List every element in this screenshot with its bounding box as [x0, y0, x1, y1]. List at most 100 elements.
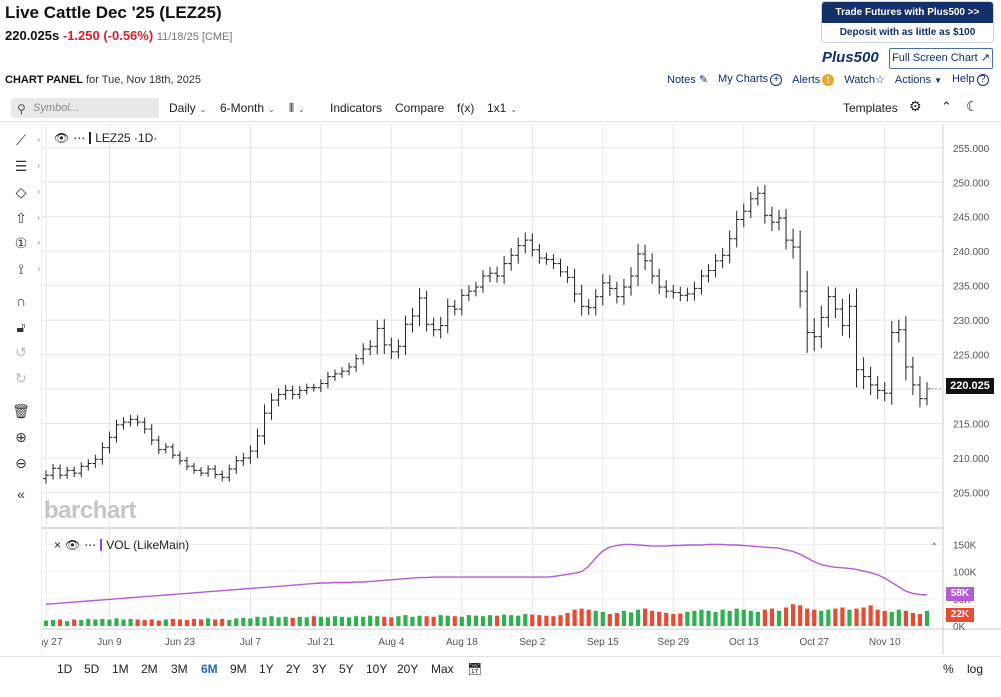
volume-bar — [424, 616, 429, 626]
volume-bar — [382, 616, 387, 626]
volume-bar — [509, 615, 514, 626]
redo-icon[interactable]: ↻ — [15, 370, 27, 386]
question-icon: ? — [976, 74, 989, 86]
timeframe-1y[interactable]: 1Y — [259, 662, 274, 676]
fib-tool-icon[interactable]: ☰ › — [14, 158, 40, 174]
watch-button[interactable]: Watch☆ — [844, 73, 885, 86]
notes-button[interactable]: Notes ✎ — [667, 73, 708, 86]
price-tick-label: 245.000 — [953, 213, 990, 224]
price-chart-svg[interactable]: 255.000 250.000 245.000 240.000 235.000 230.0… — [30, 124, 1001, 654]
volume-bar — [734, 608, 739, 626]
volume-bar — [727, 610, 732, 626]
volume-bar — [396, 616, 401, 626]
timeframe-9m[interactable]: 9M — [230, 662, 247, 676]
my-charts-button[interactable]: My Charts + — [718, 73, 783, 86]
volume-bar — [473, 615, 479, 626]
timeframe-3m[interactable]: 3M — [171, 662, 188, 676]
measure-tool-icon[interactable]: ⟟ › — [18, 261, 40, 277]
date-tick-label: Jun 9 — [97, 637, 122, 648]
ad-top-text[interactable]: Trade Futures with Plus500 >> — [822, 2, 993, 23]
volume-bar — [579, 608, 584, 626]
volume-bar — [924, 610, 930, 626]
ad-bottom-text[interactable]: Deposit with as little as $100 — [822, 23, 993, 42]
timeframe-5y[interactable]: 5Y — [339, 662, 354, 676]
zoom-out-icon[interactable]: ⊖ — [15, 455, 27, 471]
volume-bar — [826, 609, 831, 626]
layout-dropdown[interactable]: 1x1 ⌄ — [487, 101, 517, 115]
barchart-watermark: barchart — [44, 497, 137, 524]
last-price: 220.025s — [5, 28, 60, 43]
chart-type-dropdown[interactable]: ⫴ ⌄ — [289, 101, 305, 116]
layout-label: 1x1 — [487, 101, 507, 115]
timeframe-6m[interactable]: 6M — [201, 662, 218, 676]
volume-bar — [93, 619, 98, 626]
help-button[interactable]: Help? — [952, 73, 989, 86]
percent-scale-toggle[interactable]: % — [943, 662, 954, 676]
trash-icon[interactable]: 🗑︎ — [12, 403, 30, 419]
timeframe-max[interactable]: Max — [431, 662, 454, 676]
volume-bar — [290, 617, 295, 626]
plus500-ad[interactable]: Trade Futures with Plus500 >> Deposit wi… — [821, 1, 994, 43]
magnet-icon[interactable]: ∩ — [15, 293, 27, 309]
gear-icon[interactable]: ⚙ — [909, 98, 922, 114]
date-tick-label: Sep 2 — [519, 637, 546, 648]
plus500-logo[interactable]: Plus500 — [822, 49, 879, 66]
collapse-sidebar-icon[interactable]: « — [17, 486, 25, 502]
fullscreen-button[interactable]: Full Screen Chart ↗ — [889, 48, 993, 69]
undo-icon[interactable]: ↺ — [15, 344, 27, 360]
volume-bar — [339, 616, 345, 626]
volume-bar — [720, 609, 725, 626]
chevron-down-icon: ⌄ — [199, 105, 207, 114]
annotation-tool-icon[interactable]: ① › — [14, 235, 40, 251]
timeframe-20y[interactable]: 20Y — [397, 662, 419, 676]
volume-bar — [917, 614, 923, 626]
timeframe-10y[interactable]: 10Y — [366, 662, 388, 676]
indicators-button[interactable]: Indicators — [330, 101, 383, 115]
collapse-icon[interactable]: ⌃ — [941, 99, 952, 114]
more-icon[interactable]: ⋯ — [84, 538, 97, 552]
more-icon[interactable]: ⋯ — [73, 131, 86, 145]
compare-button[interactable]: Compare — [395, 101, 445, 115]
timeframe-2m[interactable]: 2M — [141, 662, 158, 676]
close-icon[interactable]: × — [54, 538, 62, 552]
chart-panel-title: CHART PANEL — [5, 74, 84, 86]
symbol-search-input[interactable]: ⚲ Symbol... — [11, 98, 159, 118]
volume-bar — [487, 615, 493, 626]
eye-icon[interactable]: 👁︎ — [65, 538, 81, 552]
templates-button[interactable]: Templates — [843, 101, 898, 115]
date-tick-label: Jul 7 — [240, 637, 262, 648]
zoom-in-icon[interactable]: ⊕ — [15, 429, 27, 445]
volume-bar — [741, 609, 746, 626]
chart-area[interactable]: 255.000 250.000 245.000 240.000 235.000 230.0… — [30, 124, 1001, 654]
fx-button[interactable]: f(x) — [457, 101, 475, 115]
alerts-button[interactable]: Alerts! — [792, 73, 835, 86]
arrow-tool-icon[interactable]: ⇧ › — [15, 210, 40, 226]
volume-bar — [213, 619, 218, 626]
lock-icon[interactable]: 🔓︎ — [16, 319, 26, 335]
volume-bar — [311, 616, 316, 626]
line-tool-icon[interactable]: ⟋ › — [16, 132, 40, 148]
timeframe-1m[interactable]: 1M — [112, 662, 129, 676]
volume-bar — [107, 619, 112, 626]
volume-bar — [657, 611, 662, 626]
volume-bar — [854, 608, 859, 626]
volume-legend-text: VOL (LikeMain) — [106, 538, 190, 552]
range-dropdown[interactable]: 6-Month ⌄ — [220, 101, 275, 115]
log-scale-toggle[interactable]: log — [967, 662, 984, 676]
timeframe-1d[interactable]: 1D — [57, 662, 73, 676]
interval-dropdown[interactable]: Daily ⌄ — [169, 101, 206, 115]
timeframe-2y[interactable]: 2Y — [286, 662, 301, 676]
timeframe-3y[interactable]: 3Y — [312, 662, 327, 676]
volume-bar — [466, 615, 471, 626]
volume-bar — [220, 618, 225, 626]
eye-icon[interactable]: 👁︎ — [54, 131, 70, 145]
moon-icon[interactable]: ☾ — [966, 98, 979, 114]
timeframe-5d[interactable]: 5D — [84, 662, 100, 676]
calendar-icon[interactable]: 📅︎ — [467, 662, 483, 676]
actions-menu[interactable]: Actions ▼ — [895, 74, 942, 86]
price-tick-label: 215.000 — [953, 420, 990, 431]
volume-bar — [516, 615, 521, 626]
volume-bar — [544, 615, 549, 626]
quote-timestamp: 11/18/25 [CME] — [156, 31, 233, 43]
shape-tool-icon[interactable]: ◇ › — [15, 184, 40, 200]
